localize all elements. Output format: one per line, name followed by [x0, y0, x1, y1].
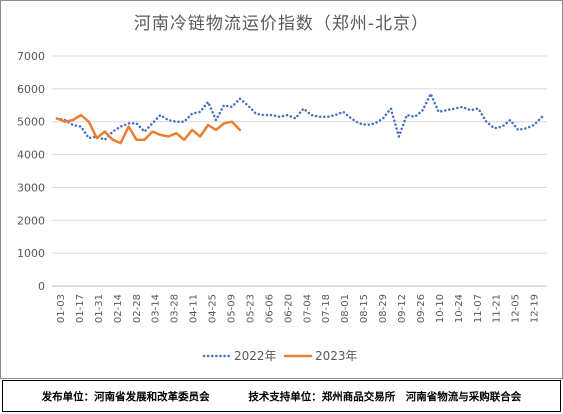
chart-title: 河南冷链物流运价指数（郑州-北京）: [133, 14, 430, 34]
y-tick-label: 1000: [17, 247, 45, 260]
y-tick-label: 3000: [17, 181, 45, 194]
x-tick-label: 12-05: [511, 294, 522, 323]
x-tick-label: 10-24: [454, 294, 465, 323]
footer-publisher: 发布单位：河南省发展和改革委员会: [41, 390, 210, 403]
series-line-1: [55, 113, 242, 145]
x-tick-label: 09-26: [416, 294, 427, 323]
x-tick-label: 01-03: [56, 294, 67, 323]
x-tick-label: 12-19: [530, 294, 541, 323]
x-tick-label: 04-11: [189, 294, 200, 323]
x-tick-label: 05-23: [245, 294, 256, 323]
line-chart: 0 1000 2000 3000 4000 5000 6000 7000 01-03 01-17…: [17, 50, 547, 363]
footer-bar: 发布单位：河南省发展和改革委员会 技术支持单位：郑州商品交易所 河南省物流与采购…: [2, 380, 561, 412]
x-tick-label: 09-12: [397, 294, 408, 323]
x-tick-label: 02-28: [132, 294, 143, 323]
x-tick-label: 01-17: [75, 294, 86, 323]
footer-support: 技术支持单位：郑州商品交易所 河南省物流与采购联合会: [248, 390, 522, 403]
grid-lines: [52, 55, 547, 287]
x-tick-label: 08-15: [359, 294, 370, 323]
x-tick-label: 06-20: [283, 294, 294, 323]
y-tick-label: 0: [38, 280, 45, 293]
y-axis: 0 1000 2000 3000 4000 5000 6000 7000: [17, 50, 45, 293]
chart-frame: 河南冷链物流运价指数（郑州-北京） 0 1000 2000 3000 4000 5000 6…: [0, 0, 563, 379]
y-tick-label: 2000: [17, 214, 45, 227]
y-tick-label: 7000: [17, 50, 45, 63]
x-tick-label: 07-04: [302, 294, 313, 323]
series-line-0: [55, 92, 544, 142]
legend-label-0: 2022年: [234, 349, 277, 363]
x-tick-label: 11-07: [473, 294, 484, 323]
x-tick-label: 05-09: [227, 294, 238, 323]
x-tick-label: 02-14: [113, 294, 124, 323]
x-tick-label: 06-06: [264, 294, 275, 323]
x-tick-label: 04-25: [208, 294, 219, 323]
y-tick-label: 6000: [17, 83, 45, 96]
x-tick-label: 03-14: [151, 294, 162, 323]
x-tick-label: 08-01: [340, 294, 351, 323]
x-tick-label: 11-21: [492, 294, 503, 323]
y-tick-label: 5000: [17, 116, 45, 129]
x-tick-label: 07-18: [321, 294, 332, 323]
x-tick-label: 08-29: [378, 294, 389, 323]
legend-label-1: 2023年: [315, 349, 358, 363]
x-tick-label: 03-28: [170, 294, 181, 323]
x-axis: 01-03 01-17 01-31 02-14 02-28 03-14 03-28 04-11…: [56, 294, 541, 323]
legend: 2022年 2023年: [202, 349, 358, 363]
y-tick-label: 4000: [17, 149, 45, 162]
series-lines: [55, 92, 544, 145]
x-tick-label: 10-10: [435, 294, 446, 323]
x-tick-label: 01-31: [94, 294, 105, 323]
